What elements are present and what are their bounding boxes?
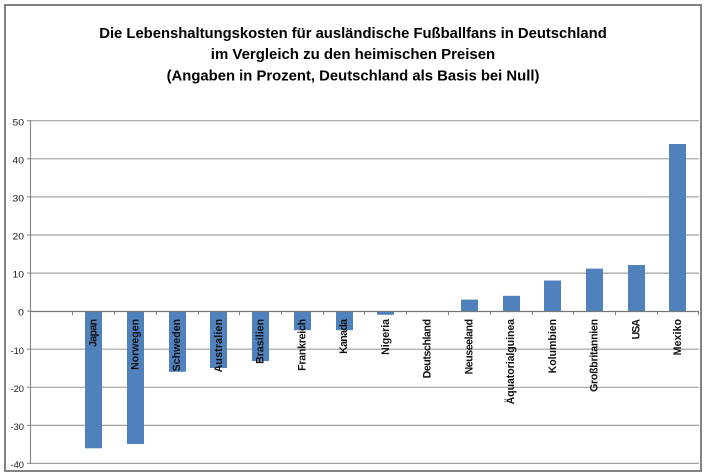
svg-text:20: 20 xyxy=(13,232,25,242)
svg-text:40: 40 xyxy=(13,155,25,165)
svg-text:Neuseeland: Neuseeland xyxy=(463,319,475,375)
svg-text:Mexiko: Mexiko xyxy=(672,318,684,355)
svg-text:-30: -30 xyxy=(11,422,25,432)
svg-text:Schweden: Schweden xyxy=(171,319,183,372)
svg-text:Äquatorialguinea: Äquatorialguinea xyxy=(504,319,517,405)
svg-text:Brasilien: Brasilien xyxy=(255,319,267,364)
svg-text:Die Lebenshaltungskosten für a: Die Lebenshaltungskosten für ausländisch… xyxy=(99,25,607,42)
svg-text:Norwegen: Norwegen xyxy=(129,319,141,370)
svg-text:10: 10 xyxy=(13,270,25,280)
svg-text:Kanada: Kanada xyxy=(338,319,350,354)
svg-text:Großbritannien: Großbritannien xyxy=(589,319,601,392)
svg-text:USA: USA xyxy=(630,319,642,340)
svg-text:Australien: Australien xyxy=(213,319,225,373)
svg-text:Deutschland: Deutschland xyxy=(422,319,434,379)
svg-text:im Vergleich zu den heimischen: im Vergleich zu den heimischen Preisen xyxy=(211,46,495,63)
svg-text:-10: -10 xyxy=(11,346,25,356)
svg-text:0: 0 xyxy=(18,308,24,318)
svg-text:(Angaben in Prozent, Deutschla: (Angaben in Prozent, Deutschland als Bas… xyxy=(167,67,540,84)
svg-text:Nigeria: Nigeria xyxy=(380,319,392,355)
svg-text:30: 30 xyxy=(13,194,25,204)
svg-text:-20: -20 xyxy=(11,384,25,394)
svg-text:-40: -40 xyxy=(11,460,25,470)
svg-text:Kolumbien: Kolumbien xyxy=(547,319,559,374)
svg-text:Frankreich: Frankreich xyxy=(296,319,308,371)
svg-text:50: 50 xyxy=(13,117,25,127)
svg-text:Japan: Japan xyxy=(88,319,100,347)
